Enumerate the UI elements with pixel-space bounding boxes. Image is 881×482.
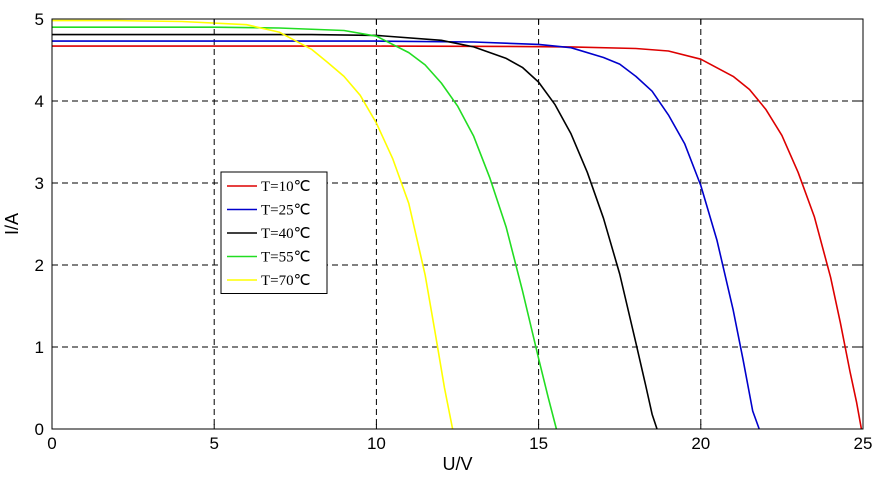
legend: T=10℃ T=25℃ T=40℃ T=55℃ T=70℃ <box>220 171 328 294</box>
y-tick-label: 2 <box>35 256 44 275</box>
x-tick-label: 0 <box>47 434 56 453</box>
series-line-3 <box>52 33 658 430</box>
series-line-1 <box>52 45 863 430</box>
axis-ticks: 0 5 10 15 20 25 0 1 2 3 4 5 <box>35 10 873 453</box>
legend-label: T=40℃ <box>261 226 310 242</box>
x-tick-label: 25 <box>854 434 873 453</box>
plot-frame <box>51 18 864 430</box>
series-lines <box>52 19 863 430</box>
y-axis-label: I/A <box>2 213 22 235</box>
x-tick-label: 10 <box>367 434 386 453</box>
y-tick-label: 5 <box>35 10 44 29</box>
legend-label: T=70℃ <box>261 273 310 289</box>
legend-label: T=25℃ <box>261 203 310 219</box>
x-tick-label: 15 <box>529 434 548 453</box>
legend-label: T=55℃ <box>261 250 310 266</box>
y-tick-label: 4 <box>35 92 44 111</box>
legend-label: T=10℃ <box>261 179 310 195</box>
series-line-2 <box>52 40 760 430</box>
x-axis-label: U/V <box>442 454 472 474</box>
y-tick-label: 1 <box>35 338 44 357</box>
y-tick-label: 3 <box>35 174 44 193</box>
grid <box>52 19 863 429</box>
x-tick-label: 20 <box>691 434 710 453</box>
y-tick-label: 0 <box>35 420 44 439</box>
x-tick-label: 5 <box>209 434 218 453</box>
